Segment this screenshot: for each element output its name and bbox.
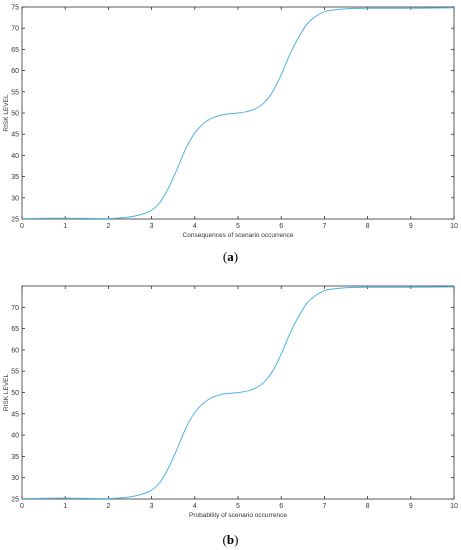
y-tick-label: 65 xyxy=(11,47,19,54)
y-tick-label: 70 xyxy=(11,305,19,312)
x-tick-label: 1 xyxy=(63,503,67,510)
x-tick-label: 0 xyxy=(20,223,24,230)
y-tick-label: 55 xyxy=(11,369,19,376)
y-tick-label: 40 xyxy=(11,433,19,440)
y-tick-label: 50 xyxy=(11,390,19,397)
y-tick-label: 45 xyxy=(11,411,19,418)
y-tick-label: 35 xyxy=(11,454,19,461)
x-tick-label: 9 xyxy=(409,503,413,510)
x-tick-label: 2 xyxy=(106,503,110,510)
x-tick-label: 5 xyxy=(236,223,240,230)
series-line xyxy=(21,286,455,500)
y-tick-label: 25 xyxy=(11,217,19,224)
y-tick-label: 70 xyxy=(11,26,19,33)
caption-a: (a) xyxy=(222,249,239,264)
x-tick-label: 7 xyxy=(322,223,326,230)
chart-consequences: 0 1 2 3 4 5 6 7 8 9 102530354045505560657075Conseq… xyxy=(3,5,458,240)
x-tick-label: 0 xyxy=(20,503,24,510)
x-tick-label: 2 xyxy=(106,223,110,230)
x-tick-label: 5 xyxy=(236,503,240,510)
x-tick-label: 8 xyxy=(366,503,370,510)
x-axis-label: Probability of scenario occurrence xyxy=(189,512,287,519)
y-tick-label: 50 xyxy=(11,111,19,118)
y-tick-label: 30 xyxy=(11,475,19,482)
chart-probability: 0 1 2 3 4 5 6 7 8 9 1025303540455055606570Probabil… xyxy=(3,285,458,519)
y-tick-label: 60 xyxy=(11,68,19,75)
x-tick-label: 6 xyxy=(279,223,283,230)
y-tick-label: 75 xyxy=(11,5,19,12)
x-tick-label: 3 xyxy=(150,223,154,230)
caption-a-letter: a xyxy=(227,249,234,264)
x-axis-label: Consequences of scenario occurrence xyxy=(183,232,294,239)
caption-b: (b) xyxy=(222,532,239,547)
y-axis-label: RISK LEVEL xyxy=(3,94,10,132)
caption-b-letter: b xyxy=(226,532,235,547)
x-tick-label: 3 xyxy=(150,503,154,510)
y-tick-label: 65 xyxy=(11,326,19,333)
x-tick-label: 8 xyxy=(366,223,370,230)
y-tick-label: 55 xyxy=(11,89,19,96)
x-tick-label: 1 xyxy=(63,223,67,230)
x-tick-label: 4 xyxy=(193,223,197,230)
y-axis-label: RISK LEVEL xyxy=(3,374,10,412)
y-tick-label: 35 xyxy=(11,174,19,181)
x-tick-label: 7 xyxy=(322,503,326,510)
y-tick-label: 60 xyxy=(11,347,19,354)
x-tick-label: 10 xyxy=(450,223,458,230)
x-tick-label: 9 xyxy=(409,223,413,230)
x-tick-label: 4 xyxy=(193,503,197,510)
y-tick-label: 25 xyxy=(11,497,19,504)
y-tick-label: 40 xyxy=(11,153,19,160)
y-tick-label: 45 xyxy=(11,132,19,139)
x-tick-label: 6 xyxy=(279,503,283,510)
x-tick-label: 10 xyxy=(450,503,458,510)
series-line xyxy=(21,7,455,220)
y-tick-label: 30 xyxy=(11,195,19,202)
